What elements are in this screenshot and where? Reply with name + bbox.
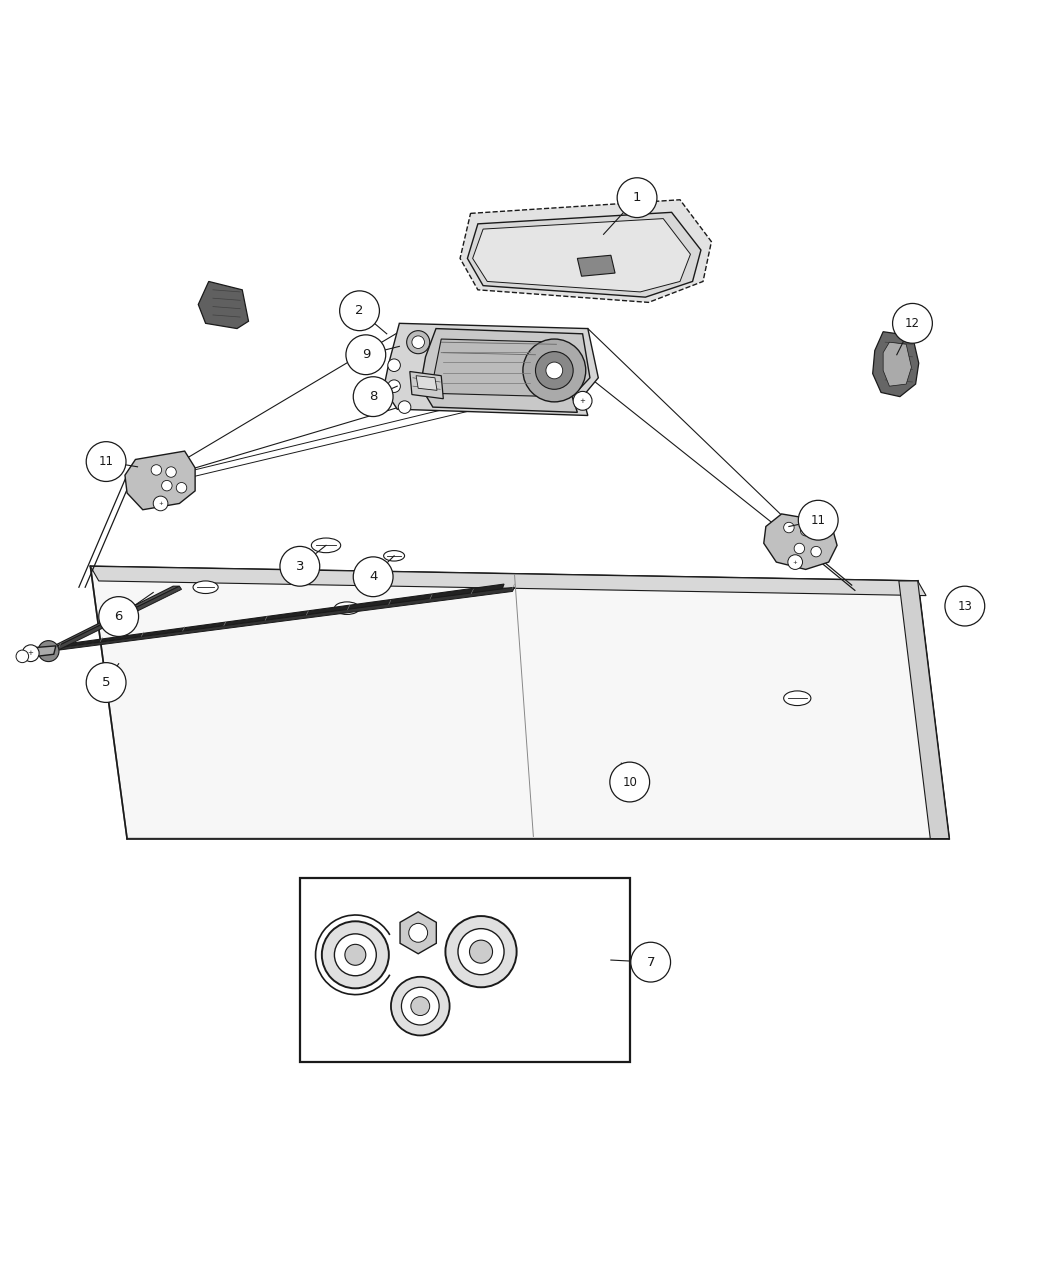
Text: +: +: [27, 650, 34, 657]
Circle shape: [783, 523, 794, 533]
Polygon shape: [578, 255, 615, 277]
Polygon shape: [54, 584, 504, 648]
Circle shape: [523, 339, 586, 402]
Polygon shape: [460, 200, 712, 302]
Circle shape: [345, 335, 385, 375]
Circle shape: [153, 496, 168, 511]
Ellipse shape: [334, 602, 359, 615]
Polygon shape: [41, 586, 180, 652]
Circle shape: [610, 762, 650, 802]
Ellipse shape: [383, 551, 404, 561]
Text: 3: 3: [296, 560, 304, 572]
Circle shape: [794, 543, 804, 553]
Ellipse shape: [783, 691, 811, 705]
Text: 6: 6: [114, 609, 123, 623]
Circle shape: [800, 525, 811, 536]
Circle shape: [387, 360, 400, 371]
Polygon shape: [27, 646, 56, 658]
Circle shape: [546, 362, 563, 379]
Polygon shape: [90, 566, 949, 839]
Polygon shape: [59, 588, 514, 650]
Text: 7: 7: [647, 956, 655, 969]
Text: 9: 9: [361, 348, 370, 361]
Text: 2: 2: [355, 305, 363, 317]
Text: 12: 12: [905, 316, 920, 330]
Circle shape: [811, 547, 821, 557]
Polygon shape: [467, 213, 701, 297]
Polygon shape: [90, 566, 926, 595]
Circle shape: [176, 482, 187, 493]
Text: 5: 5: [102, 676, 110, 688]
Circle shape: [162, 481, 172, 491]
Circle shape: [322, 922, 388, 988]
Text: +: +: [159, 501, 163, 506]
Text: 1: 1: [633, 191, 642, 204]
Polygon shape: [400, 912, 437, 954]
Circle shape: [334, 933, 376, 975]
Polygon shape: [47, 586, 182, 654]
Circle shape: [166, 467, 176, 477]
Polygon shape: [383, 324, 598, 416]
Polygon shape: [883, 342, 911, 386]
Circle shape: [280, 547, 320, 586]
Text: 10: 10: [623, 775, 637, 788]
Ellipse shape: [193, 581, 218, 594]
Text: 8: 8: [369, 390, 377, 403]
Circle shape: [22, 645, 39, 662]
Polygon shape: [899, 581, 949, 839]
Circle shape: [387, 380, 400, 393]
Circle shape: [445, 915, 517, 987]
Circle shape: [617, 177, 657, 218]
Circle shape: [411, 997, 429, 1016]
Text: 11: 11: [811, 514, 825, 527]
Polygon shape: [472, 218, 691, 292]
Circle shape: [798, 500, 838, 541]
Polygon shape: [763, 514, 837, 570]
Circle shape: [892, 303, 932, 343]
Circle shape: [99, 597, 139, 636]
Polygon shape: [434, 339, 562, 397]
Circle shape: [788, 555, 802, 570]
Circle shape: [86, 663, 126, 703]
Circle shape: [353, 376, 393, 417]
Polygon shape: [410, 371, 443, 399]
Text: 13: 13: [958, 599, 972, 612]
Ellipse shape: [312, 538, 340, 552]
Polygon shape: [125, 451, 195, 510]
Circle shape: [398, 400, 411, 413]
Text: 11: 11: [99, 455, 113, 468]
Circle shape: [469, 940, 492, 963]
Polygon shape: [873, 332, 919, 397]
Polygon shape: [198, 282, 249, 329]
Circle shape: [344, 945, 365, 965]
Circle shape: [151, 464, 162, 476]
Text: 4: 4: [369, 570, 377, 583]
Circle shape: [38, 640, 59, 662]
Polygon shape: [416, 376, 437, 390]
Text: +: +: [793, 560, 798, 565]
Circle shape: [86, 441, 126, 482]
Circle shape: [401, 987, 439, 1025]
Circle shape: [945, 586, 985, 626]
Circle shape: [458, 928, 504, 974]
Circle shape: [412, 335, 424, 348]
Circle shape: [631, 942, 671, 982]
Circle shape: [573, 391, 592, 411]
Circle shape: [339, 291, 379, 330]
Circle shape: [408, 923, 427, 942]
Circle shape: [353, 557, 393, 597]
FancyBboxPatch shape: [300, 878, 630, 1062]
Text: +: +: [580, 398, 586, 404]
Circle shape: [536, 352, 573, 389]
Circle shape: [16, 650, 28, 663]
Circle shape: [391, 977, 449, 1035]
Polygon shape: [420, 329, 590, 412]
Circle shape: [406, 330, 429, 353]
